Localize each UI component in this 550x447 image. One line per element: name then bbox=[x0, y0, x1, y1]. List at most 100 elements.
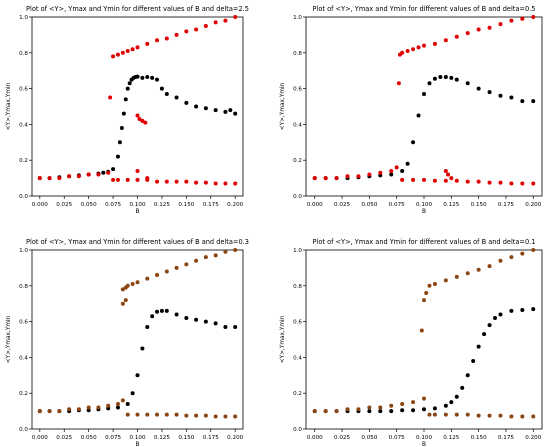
data-point-scatter bbox=[137, 117, 142, 122]
data-point-max bbox=[443, 278, 448, 283]
x-tick-label: 0.075 bbox=[389, 435, 405, 441]
data-point-min bbox=[443, 178, 448, 183]
data-point-scatter bbox=[108, 95, 113, 100]
data-point-mean bbox=[520, 99, 525, 104]
x-tick-label: 0.200 bbox=[525, 435, 541, 441]
data-point-max bbox=[125, 283, 130, 288]
data-point-mean bbox=[115, 405, 120, 410]
data-point-max bbox=[416, 45, 421, 50]
data-point-max bbox=[130, 47, 135, 52]
data-point-max bbox=[476, 267, 481, 272]
data-point-mean bbox=[482, 332, 487, 337]
data-point-mean bbox=[476, 344, 481, 349]
data-point-min bbox=[345, 407, 350, 412]
data-point-min bbox=[487, 413, 492, 418]
data-point-max bbox=[155, 273, 160, 278]
y-tick-label: 0.8 bbox=[19, 284, 28, 290]
x-tick-label: 0.125 bbox=[154, 202, 170, 208]
data-point-min bbox=[203, 180, 208, 185]
data-point-mean bbox=[140, 346, 145, 351]
data-point-min bbox=[120, 398, 125, 403]
data-point-min bbox=[356, 407, 361, 412]
data-point-mean bbox=[438, 74, 443, 79]
data-point-min bbox=[334, 176, 339, 181]
data-point-min bbox=[106, 170, 111, 175]
y-tick-label: 1.0 bbox=[293, 248, 302, 254]
data-point-mean bbox=[443, 74, 448, 79]
data-point-min bbox=[213, 181, 218, 186]
data-point-min bbox=[531, 414, 536, 419]
data-point-min bbox=[57, 176, 62, 181]
data-point-max bbox=[443, 38, 448, 43]
data-point-mean bbox=[498, 312, 503, 317]
data-point-min bbox=[106, 403, 111, 408]
data-point-max bbox=[145, 41, 150, 46]
x-tick-label: 0.075 bbox=[105, 435, 121, 441]
data-point-mean bbox=[130, 391, 135, 396]
chart-title: Plot of <Y>, Ymax and Ymin for different… bbox=[313, 238, 536, 246]
data-point-mean bbox=[476, 86, 481, 91]
x-tick-label: 0.150 bbox=[178, 435, 194, 441]
data-point-mean bbox=[223, 324, 228, 329]
data-point-max bbox=[155, 38, 160, 43]
data-point-max bbox=[203, 255, 208, 260]
y-tick-label: 1.0 bbox=[19, 15, 28, 21]
data-point-scatter bbox=[446, 172, 451, 177]
data-point-mean bbox=[184, 316, 189, 321]
data-point-min bbox=[76, 407, 81, 412]
data-point-scatter bbox=[419, 328, 424, 333]
data-point-min bbox=[400, 401, 405, 406]
data-point-mean bbox=[367, 409, 372, 414]
data-point-min bbox=[389, 403, 394, 408]
data-point-mean bbox=[101, 170, 106, 175]
data-point-max bbox=[432, 282, 437, 287]
data-point-mean bbox=[471, 358, 476, 363]
data-point-min bbox=[86, 172, 91, 177]
data-point-max bbox=[405, 49, 410, 54]
data-point-min bbox=[476, 179, 481, 184]
data-point-scatter bbox=[143, 120, 148, 125]
data-point-max bbox=[454, 34, 459, 39]
data-point-mean bbox=[140, 75, 145, 80]
data-point-scatter bbox=[120, 301, 125, 306]
x-tick-label: 0.200 bbox=[525, 202, 541, 208]
data-point-mean bbox=[449, 400, 454, 405]
data-point-max bbox=[520, 251, 525, 256]
x-tick-label: 0.025 bbox=[56, 435, 72, 441]
data-point-max bbox=[130, 282, 135, 287]
data-point-min bbox=[115, 401, 120, 406]
y-tick-label: 0.8 bbox=[19, 51, 28, 57]
data-point-scatter bbox=[145, 176, 150, 181]
x-tick-label: 0.100 bbox=[416, 202, 432, 208]
data-point-mean bbox=[150, 314, 155, 319]
data-point-max bbox=[184, 29, 189, 34]
data-point-mean bbox=[164, 308, 169, 313]
x-tick-label: 0.050 bbox=[361, 202, 377, 208]
data-point-max bbox=[115, 52, 120, 57]
data-point-mean bbox=[416, 113, 421, 118]
data-point-mean bbox=[213, 108, 218, 113]
data-point-min bbox=[509, 414, 514, 419]
data-point-min bbox=[356, 174, 361, 179]
x-tick-label: 0.200 bbox=[227, 435, 243, 441]
data-point-scatter bbox=[396, 81, 401, 86]
data-point-mean bbox=[119, 125, 124, 130]
data-point-max bbox=[454, 274, 459, 279]
x-tick-label: 0.050 bbox=[81, 435, 97, 441]
data-point-mean bbox=[125, 86, 130, 91]
data-point-max bbox=[476, 27, 481, 32]
data-point-min bbox=[174, 179, 179, 184]
data-point-max bbox=[164, 36, 169, 41]
data-point-mean bbox=[174, 312, 179, 317]
chart-title: Plot of <Y>, Ymax and Ymin for different… bbox=[26, 238, 249, 246]
data-point-mean bbox=[454, 394, 459, 399]
data-point-min bbox=[184, 179, 189, 184]
data-point-min bbox=[520, 181, 525, 186]
data-point-max bbox=[174, 32, 179, 37]
data-point-min bbox=[155, 179, 160, 184]
data-point-max bbox=[194, 258, 199, 263]
data-point-mean bbox=[127, 81, 132, 86]
data-point-mean bbox=[145, 324, 150, 329]
y-tick-label: 0.4 bbox=[293, 122, 302, 128]
x-axis-label: B bbox=[136, 209, 140, 215]
